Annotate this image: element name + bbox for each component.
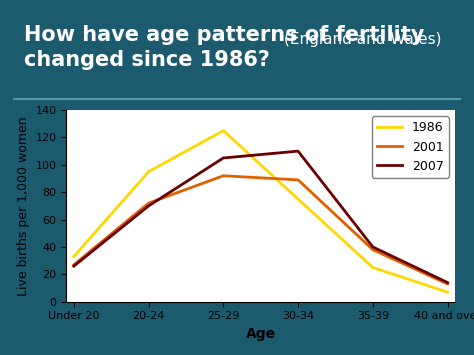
1986 xyxy=(146,170,151,174)
2001 xyxy=(370,247,376,252)
1986 xyxy=(220,129,226,133)
1986 xyxy=(295,197,301,201)
2001 xyxy=(146,201,151,205)
Y-axis label: Live births per 1,000 women: Live births per 1,000 women xyxy=(17,116,30,296)
Line: 2001: 2001 xyxy=(74,176,447,284)
Legend: 1986, 2001, 2007: 1986, 2001, 2007 xyxy=(372,116,449,178)
2007 xyxy=(220,156,226,160)
2007 xyxy=(370,245,376,249)
2001 xyxy=(220,174,226,178)
2007 xyxy=(295,149,301,153)
Line: 1986: 1986 xyxy=(74,131,447,292)
1986 xyxy=(370,266,376,270)
Line: 2007: 2007 xyxy=(74,151,447,283)
2001 xyxy=(295,178,301,182)
2007 xyxy=(146,204,151,208)
Text: (England and Wales): (England and Wales) xyxy=(284,32,442,47)
2007 xyxy=(71,264,77,268)
X-axis label: Age: Age xyxy=(246,327,276,341)
1986 xyxy=(71,255,77,259)
Text: How have age patterns of fertility
changed since 1986?: How have age patterns of fertility chang… xyxy=(24,25,424,70)
2007 xyxy=(445,280,450,285)
1986 xyxy=(445,290,450,294)
2001 xyxy=(71,263,77,267)
2001 xyxy=(445,282,450,286)
